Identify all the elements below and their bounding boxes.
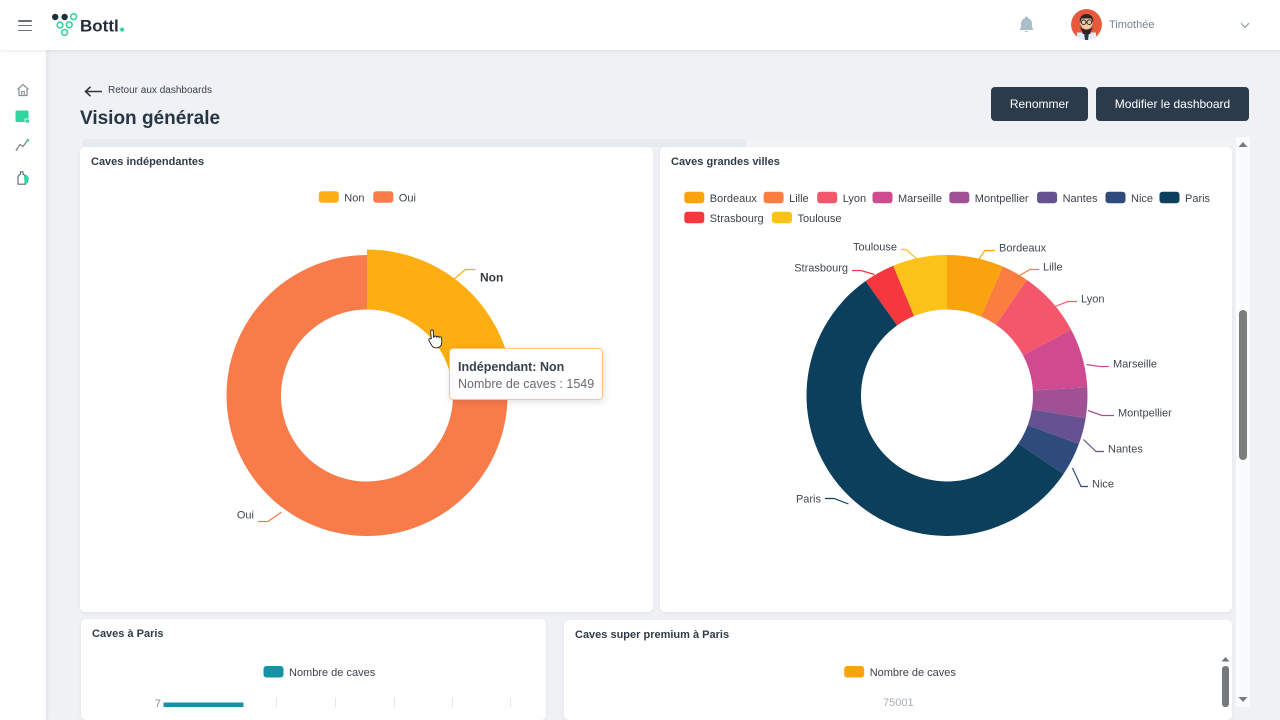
svg-text:Bottl: Bottl	[80, 17, 119, 36]
